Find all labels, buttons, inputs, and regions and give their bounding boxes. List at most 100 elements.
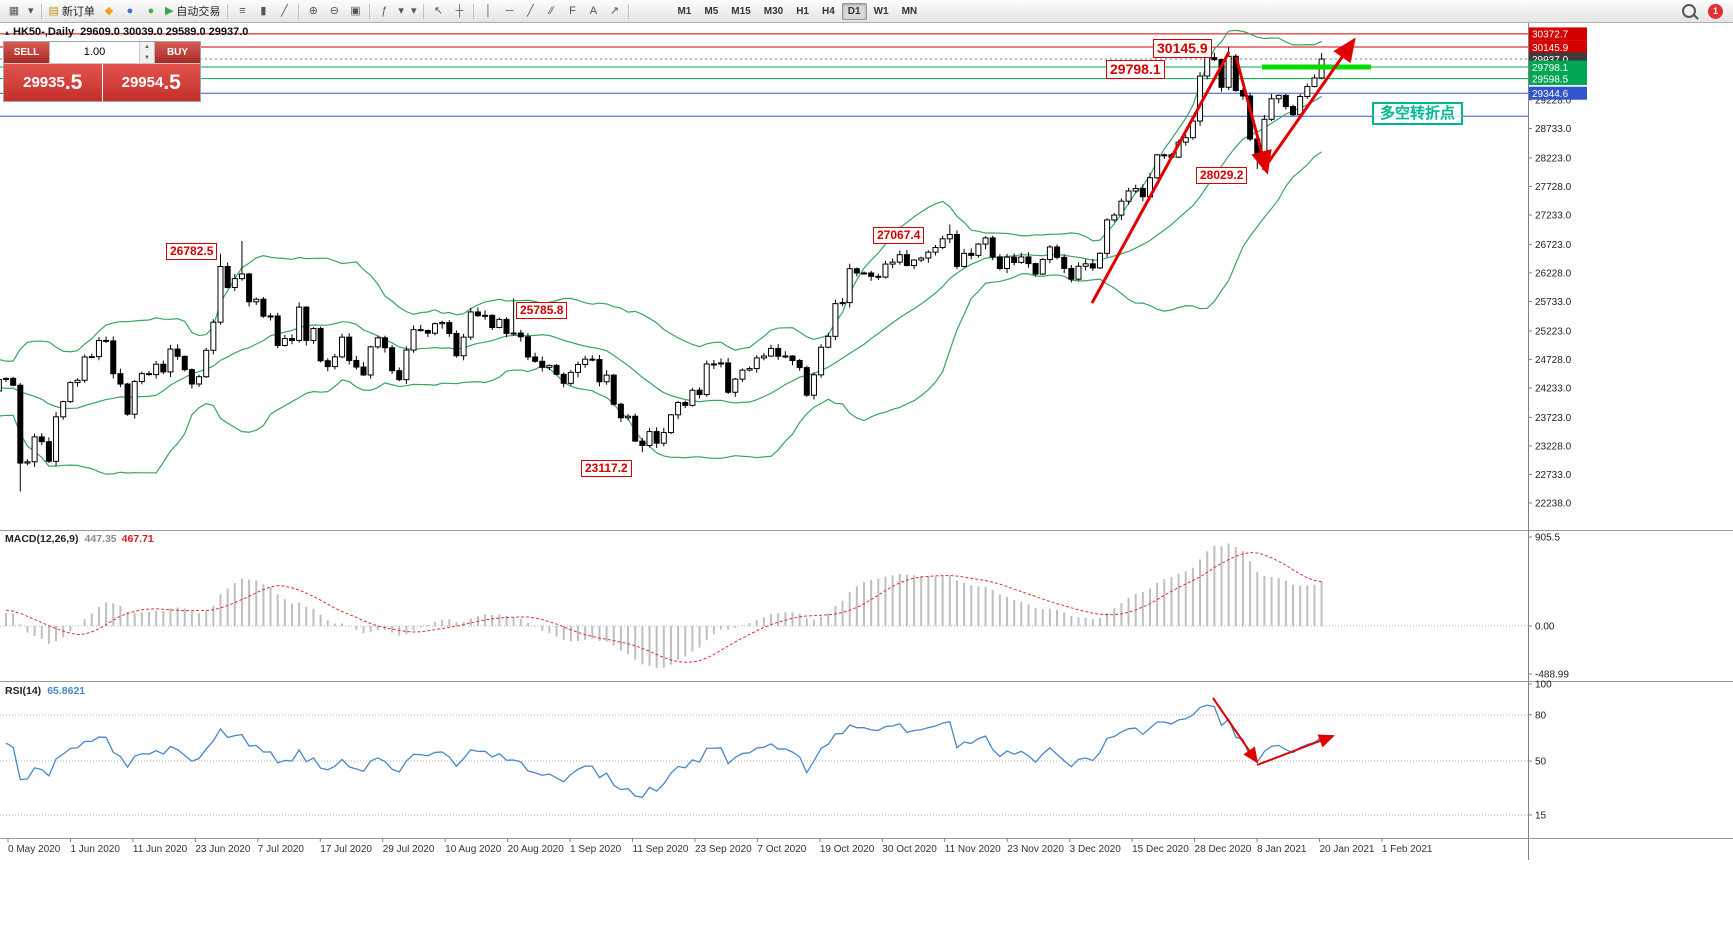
price-scale-tick: 27728.0: [1535, 182, 1572, 193]
price-scale-tick: 22733.0: [1535, 470, 1572, 481]
time-scale-label: 20 Jan 2021: [1319, 844, 1374, 855]
price-scale-badge-label: 29798.1: [1532, 63, 1569, 74]
indicators-button[interactable]: ƒ: [374, 2, 394, 20]
price-scale-badge-label: 29344.6: [1532, 89, 1569, 100]
price-scale-tick: 26228.0: [1535, 268, 1572, 279]
timeframe-d1-button[interactable]: D1: [841, 2, 867, 20]
volume-up-icon[interactable]: ▲: [140, 42, 154, 53]
trendline-icon: ╱: [527, 4, 534, 17]
time-scale-label: 10 Aug 2020: [445, 844, 502, 855]
price-scale-tick: 26723.0: [1535, 240, 1572, 251]
horizontal-levels[interactable]: [0, 33, 1528, 117]
tile-windows-button[interactable]: ▣: [345, 2, 365, 20]
timeframe-w1-button[interactable]: W1: [868, 3, 895, 20]
time-scale-label: 23 Jun 2020: [195, 844, 250, 855]
time-scale-label: 11 Sep 2020: [633, 844, 689, 855]
autotrading-button[interactable]: ▶ 自动交易: [162, 2, 223, 20]
periods-dropdown-icon: ▾: [410, 4, 417, 17]
time-scale-label: 28 Dec 2020: [1195, 844, 1252, 855]
price-scale-badge-label: 30372.7: [1532, 30, 1569, 41]
buy-price-int: 29954: [121, 74, 164, 91]
timeframe-h1-button[interactable]: H1: [790, 3, 815, 20]
time-scale-label: 30 Oct 2020: [882, 844, 937, 855]
rsi-scale-tick: 80: [1535, 710, 1547, 721]
zoom-out-icon: ⊖: [329, 4, 340, 17]
rsi-scale-tick: 100: [1535, 680, 1552, 691]
buy-price-dec: .5: [163, 71, 181, 94]
new-chart-button[interactable]: ▦: [4, 2, 24, 20]
macd-signal-line: [5, 552, 1322, 663]
toolbar-separator: [40, 3, 42, 19]
trend-arrow[interactable]: [1090, 51, 1231, 304]
market-icon: ◆: [104, 4, 114, 17]
timeframe-h4-button[interactable]: H4: [816, 3, 841, 20]
toolbar: ▦ ▾ ▤ 新订单 ◆ ● ● ▶ 自动交易 ≡ ▮ ╱ ⊕ ⊖ ▣ ƒ ▾ ▾ ↖ ┼ │ ─ ╱ ∕∕ F A ↗ M1 M5 M15…: [0, 0, 1733, 23]
timeframe-m1-button[interactable]: M1: [671, 3, 697, 20]
toolbar-separator: [473, 3, 475, 19]
macd-scale-tick: 905.5: [1535, 533, 1560, 544]
sell-button[interactable]: SELL: [4, 42, 49, 63]
community-icon: ●: [126, 4, 134, 17]
price-scale-badge: [1529, 86, 1587, 100]
line-chart-type-button[interactable]: ╱: [274, 2, 294, 20]
profiles-dropdown[interactable]: ▾: [25, 2, 37, 20]
sell-price-int: 29935: [23, 74, 65, 91]
buy-button[interactable]: BUY: [155, 42, 200, 63]
timeframe-m30-button[interactable]: M30: [758, 3, 789, 20]
trend-arrow[interactable]: [1261, 37, 1356, 171]
community-button[interactable]: ●: [120, 2, 140, 20]
line-chart-type-icon: ╱: [281, 4, 288, 17]
text-button[interactable]: A: [583, 2, 603, 20]
horizontal-line-button[interactable]: ─: [499, 2, 519, 20]
autotrading-icon: ▶: [164, 4, 174, 17]
one-click-top-row: SELL 1.00 ▲ ▼ BUY: [4, 42, 200, 64]
rsi-panel: [0, 704, 1528, 816]
channel-icon: ∕∕: [549, 4, 554, 17]
price-scale-tick: 24728.0: [1535, 355, 1572, 366]
notification-badge[interactable]: 1: [1708, 3, 1723, 19]
price-scale[interactable]: 29228.0 28733.0 28223.0 27728.0 27233.0 26723…: [1528, 22, 1587, 860]
price-scale-badge-label: 30145.9: [1532, 43, 1569, 54]
news-button[interactable]: ●: [141, 2, 161, 20]
timeframe-m15-button[interactable]: M15: [725, 3, 756, 20]
volume-down-icon[interactable]: ▼: [140, 52, 154, 63]
timeframe-mn-button[interactable]: MN: [896, 3, 924, 20]
crosshair-button[interactable]: ┼: [449, 2, 469, 20]
arrows-button[interactable]: ↗: [604, 2, 624, 20]
cursor-icon: ↖: [433, 4, 444, 17]
market-button[interactable]: ◆: [99, 2, 119, 20]
bar-chart-type-button[interactable]: ≡: [232, 2, 252, 20]
time-scale-label: 15 Dec 2020: [1132, 844, 1189, 855]
profiles-dropdown-icon: ▾: [28, 4, 34, 17]
fibonacci-button[interactable]: F: [562, 2, 582, 20]
trendline-button[interactable]: ╱: [520, 2, 540, 20]
toolbar-separator: [227, 3, 229, 19]
cursor-button[interactable]: ↖: [428, 2, 448, 20]
channel-button[interactable]: ∕∕: [541, 2, 561, 20]
periods-dropdown[interactable]: ▾: [408, 2, 420, 20]
buy-price-button[interactable]: 29954 .5: [102, 64, 200, 101]
rsi-trend-arrow[interactable]: [1212, 697, 1259, 764]
timeframe-m5-button[interactable]: M5: [698, 3, 724, 20]
new-order-button[interactable]: ▤ 新订单: [46, 2, 98, 20]
one-click-prices-row: 29935 .5 29954 .5: [4, 64, 200, 101]
zoom-in-icon: ⊕: [308, 4, 319, 17]
time-scale[interactable]: 0 May 2020 1 Jun 2020 11 Jun 2020 23 Jun 20…: [7, 838, 1433, 855]
vertical-line-icon: │: [485, 4, 492, 17]
toolbar-separator: [628, 3, 630, 19]
candlestick-chart-type-button[interactable]: ▮: [253, 2, 273, 20]
time-scale-label: 29 Jul 2020: [383, 844, 435, 855]
zoom-in-button[interactable]: ⊕: [303, 2, 323, 20]
trend-arrow[interactable]: [1234, 56, 1272, 175]
rsi-scale-tick: 50: [1535, 757, 1547, 768]
volume-spin-buttons[interactable]: ▲ ▼: [139, 42, 154, 63]
search-button[interactable]: [1679, 2, 1699, 20]
volume-stepper[interactable]: 1.00 ▲ ▼: [49, 42, 155, 63]
sell-price-button[interactable]: 29935 .5: [4, 64, 103, 101]
rsi-trend-arrow[interactable]: [1256, 734, 1335, 766]
zoom-out-button[interactable]: ⊖: [324, 2, 344, 20]
vertical-line-button[interactable]: │: [478, 2, 498, 20]
indicators-dropdown[interactable]: ▾: [395, 2, 407, 20]
volume-value[interactable]: 1.00: [83, 46, 106, 58]
